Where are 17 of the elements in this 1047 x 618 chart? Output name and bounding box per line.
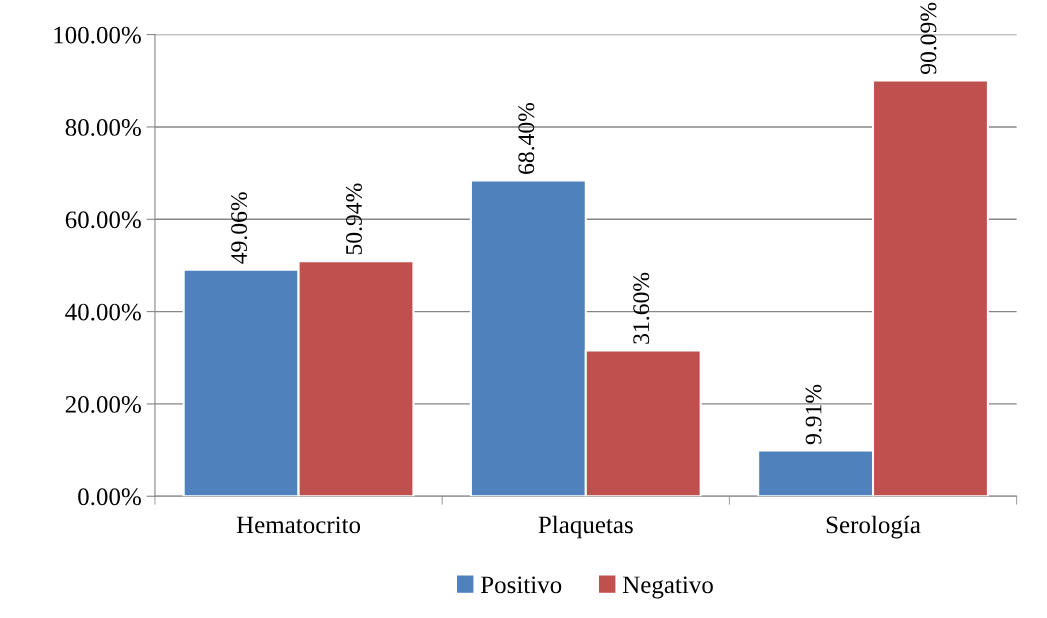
x-tick-label: Plaquetas <box>538 515 633 539</box>
data-label: 90.09% <box>920 2 937 75</box>
data-label: 31.60% <box>633 272 650 344</box>
x-tick-label: Hematocrito <box>236 516 361 534</box>
x-tick-label: Serología <box>826 515 921 539</box>
y-tick-label: 0.00% <box>78 488 141 506</box>
legend-label: Negativo <box>622 576 713 599</box>
y-tick-label: 80.00% <box>65 118 141 136</box>
data-label: 68.40% <box>518 102 535 174</box>
y-tick-label: 20.00% <box>65 395 141 413</box>
legend-label: Positivo <box>480 576 562 594</box>
y-tick-label: 60.00% <box>65 211 141 229</box>
data-label: 9.91% <box>805 384 822 445</box>
data-label: 49.06% <box>231 192 248 264</box>
data-label: 50.94% <box>345 183 363 255</box>
y-tick-label: 40.00% <box>65 303 141 321</box>
y-tick-label: 100.00% <box>54 26 141 44</box>
